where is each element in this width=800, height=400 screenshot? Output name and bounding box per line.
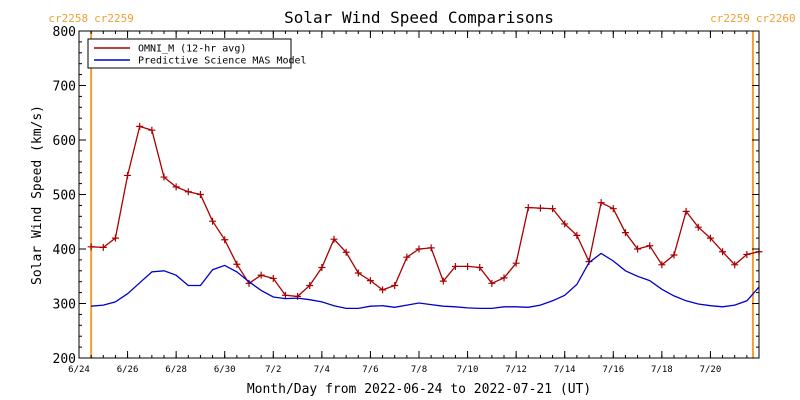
data-point-marker [233,260,241,268]
data-point-marker [160,173,168,181]
x-tick-label: 6/24 [68,365,90,375]
carrington-label-left: cr2258 [48,12,88,25]
data-point-marker [330,235,338,243]
data-point-marker [403,253,411,261]
y-axis-label: Solar Wind Speed (km/s) [30,105,45,285]
data-point-marker [99,243,107,251]
data-point-marker [646,242,654,250]
data-point-marker [597,199,605,207]
y-tick-label: 200 [53,352,76,367]
legend: OMNI_M (12-hr avg)Predictive Science MAS… [87,38,307,69]
x-tick-label: 7/14 [554,365,576,375]
data-point-marker [731,261,739,269]
data-point-marker [524,204,532,212]
data-point-marker [379,286,387,294]
chart-title: Solar Wind Speed Comparisons [284,8,554,27]
data-point-marker [354,269,362,277]
data-point-marker [148,126,156,134]
data-point-marker [451,262,459,270]
data-point-marker [573,231,581,239]
data-point-marker [172,183,180,191]
legend-entry-label: Predictive Science MAS Model [138,56,307,67]
y-tick-label: 400 [53,243,76,258]
data-point-marker [342,248,350,256]
x-tick-label: 7/10 [457,365,479,375]
data-point-marker [415,245,423,253]
data-point-marker [257,271,265,279]
y-tick-label: 500 [53,189,76,204]
data-point-marker [549,205,557,213]
x-tick-label: 7/4 [314,365,330,375]
data-point-marker [184,188,192,196]
data-point-marker [621,229,629,237]
x-tick-label: 6/28 [165,365,187,375]
x-tick-label: 7/16 [602,365,624,375]
data-point-marker [427,244,435,252]
data-point-marker [366,277,374,285]
carrington-label-right: cr2259 [94,12,134,25]
data-point-marker [706,234,714,242]
data-point-marker [124,171,132,179]
y-tick-label: 600 [53,134,76,149]
x-tick-label: 6/26 [117,365,139,375]
data-point-marker [670,251,678,259]
data-point-marker [682,207,690,215]
data-point-marker [512,259,520,267]
series-line [91,125,760,298]
data-point-marker [561,220,569,228]
x-tick-label: 7/6 [362,365,378,375]
data-point-marker [500,274,508,282]
data-point-marker [281,291,289,299]
x-tick-label: 7/2 [265,365,281,375]
series-line [91,252,760,310]
data-point-marker [488,279,496,287]
data-point-marker [719,248,727,256]
data-point-marker [221,236,229,244]
data-point-marker [536,204,544,212]
legend-entry-label: OMNI_M (12-hr avg) [138,44,246,55]
legend-box [87,38,292,69]
data-point-marker [609,205,617,213]
x-tick-label: 7/12 [505,365,527,375]
carrington-label-left: cr2259 [710,12,750,25]
data-point-marker [318,264,326,272]
data-point-marker [391,282,399,290]
x-tick-label: 7/20 [700,365,722,375]
data-point-marker [634,245,642,253]
y-tick-label: 300 [53,298,76,313]
x-tick-label: 7/18 [651,365,673,375]
data-point-marker [476,264,484,272]
data-point-marker [209,217,217,225]
x-axis-label: Month/Day from 2022-06-24 to 2022-07-21 … [247,382,591,397]
data-point-marker [694,223,702,231]
data-point-marker [658,261,666,269]
data-point-marker [464,262,472,270]
series-layer [87,122,763,310]
x-tick-label: 6/30 [214,365,236,375]
data-point-marker [306,282,314,290]
y-tick-label: 700 [53,80,76,95]
data-point-marker [439,277,447,285]
y-tick-label: 800 [53,25,76,40]
data-point-marker [87,243,95,251]
axis-ticks: 200 300 400 500 600 700 800 6/24 6/26 6/28 6/30 7/2… [53,25,759,375]
carrington-label-right: cr2260 [756,12,796,25]
data-point-marker [136,122,144,130]
data-point-marker [269,274,277,282]
data-point-marker [743,250,751,258]
data-point-marker [111,234,119,242]
data-point-marker [196,191,204,198]
x-tick-label: 7/8 [411,365,427,375]
plot-frame [78,30,760,359]
